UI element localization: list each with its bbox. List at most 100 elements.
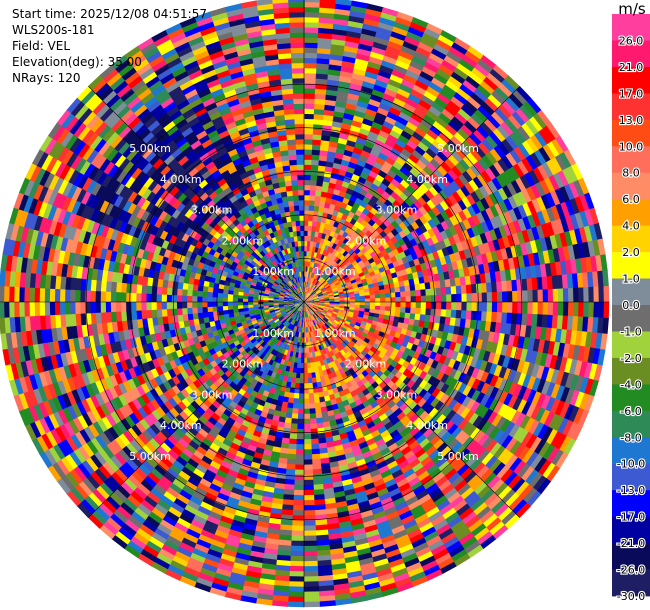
velocity-gate — [436, 442, 448, 454]
velocity-gate — [308, 296, 314, 300]
velocity-gate — [288, 318, 293, 324]
velocity-gate — [94, 506, 111, 522]
velocity-gate — [451, 441, 463, 454]
velocity-gate — [528, 472, 543, 489]
velocity-gate — [150, 561, 168, 574]
velocity-gate — [304, 276, 306, 282]
velocity-gate — [303, 388, 309, 394]
velocity-gate — [371, 553, 388, 563]
velocity-gate — [288, 312, 294, 317]
velocity-gate — [421, 66, 437, 78]
velocity-gate — [394, 331, 401, 339]
velocity-gate — [367, 340, 375, 347]
velocity-gate — [284, 314, 289, 320]
velocity-gate — [381, 501, 396, 512]
velocity-gate — [428, 510, 443, 523]
velocity-gate — [329, 304, 335, 307]
velocity-gate — [228, 400, 238, 409]
velocity-gate — [320, 278, 325, 284]
velocity-gate — [317, 307, 324, 311]
velocity-gate — [248, 439, 259, 448]
velocity-gate — [412, 177, 424, 188]
velocity-gate — [331, 276, 338, 282]
velocity-gate — [222, 478, 235, 488]
velocity-gate — [488, 363, 498, 376]
velocity-gate — [308, 288, 312, 294]
velocity-gate — [269, 387, 276, 395]
velocity-gate — [325, 507, 338, 515]
velocity-gate — [307, 281, 310, 288]
velocity-gate — [65, 436, 78, 452]
velocity-gate — [409, 357, 418, 366]
velocity-gate — [318, 277, 324, 283]
velocity-gate — [304, 235, 308, 242]
velocity-gate — [381, 7, 400, 17]
velocity-gate — [455, 352, 464, 363]
velocity-gate — [170, 431, 182, 442]
velocity-gate — [468, 458, 482, 472]
velocity-gate — [313, 252, 318, 258]
velocity-gate — [320, 462, 331, 470]
velocity-gate — [475, 392, 486, 405]
velocity-gate — [546, 446, 560, 464]
velocity-gate — [526, 137, 540, 154]
velocity-gate — [291, 308, 297, 313]
velocity-gate — [353, 453, 365, 462]
velocity-gate — [299, 311, 302, 318]
velocity-gate — [279, 447, 289, 454]
velocity-gate — [285, 365, 291, 372]
velocity-gate — [493, 161, 505, 176]
velocity-gate — [389, 287, 396, 294]
velocity-gate — [303, 586, 320, 592]
velocity-gate — [417, 122, 431, 134]
velocity-gate — [303, 373, 308, 379]
velocity-gate — [304, 296, 306, 302]
velocity-gate — [450, 475, 465, 489]
velocity-gate — [374, 305, 381, 311]
velocity-gate — [329, 461, 339, 468]
velocity-gate — [430, 544, 447, 557]
velocity-gate — [556, 315, 564, 330]
velocity-gate — [326, 340, 332, 347]
velocity-gate — [309, 408, 316, 414]
velocity-gate — [331, 348, 338, 356]
velocity-gate — [361, 428, 372, 438]
velocity-gate — [417, 452, 429, 463]
velocity-gate — [510, 410, 522, 425]
velocity-gate — [313, 494, 325, 501]
velocity-gate — [302, 307, 304, 313]
velocity-gate — [320, 265, 325, 272]
velocity-gate — [476, 211, 486, 224]
velocity-gate — [243, 580, 260, 589]
velocity-gate — [480, 197, 491, 211]
velocity-gate — [247, 422, 257, 431]
velocity-gate — [295, 315, 299, 322]
velocity-gate — [316, 68, 330, 75]
velocity-gate — [545, 428, 558, 446]
velocity-gate — [130, 510, 146, 525]
velocity-gate — [394, 233, 403, 242]
velocity-gate — [366, 157, 376, 167]
velocity-gate — [405, 409, 416, 420]
velocity-gate — [147, 511, 163, 524]
velocity-gate — [148, 536, 165, 549]
velocity-gate — [140, 479, 154, 492]
velocity-gate — [529, 265, 537, 279]
velocity-gate — [315, 417, 324, 424]
velocity-gate — [282, 313, 288, 318]
velocity-gate — [311, 351, 316, 358]
velocity-gate — [405, 436, 417, 447]
velocity-gate — [365, 591, 383, 601]
velocity-gate — [501, 451, 514, 466]
velocity-gate — [203, 558, 220, 569]
velocity-gate — [412, 485, 426, 497]
velocity-gate — [492, 128, 507, 143]
velocity-gate — [273, 325, 279, 331]
velocity-gate — [447, 472, 461, 485]
velocity-gate — [522, 140, 535, 156]
velocity-gate — [443, 197, 454, 209]
velocity-gate — [149, 423, 161, 435]
velocity-gate — [457, 372, 467, 384]
velocity-gate — [337, 313, 343, 317]
velocity-gate — [438, 354, 447, 365]
